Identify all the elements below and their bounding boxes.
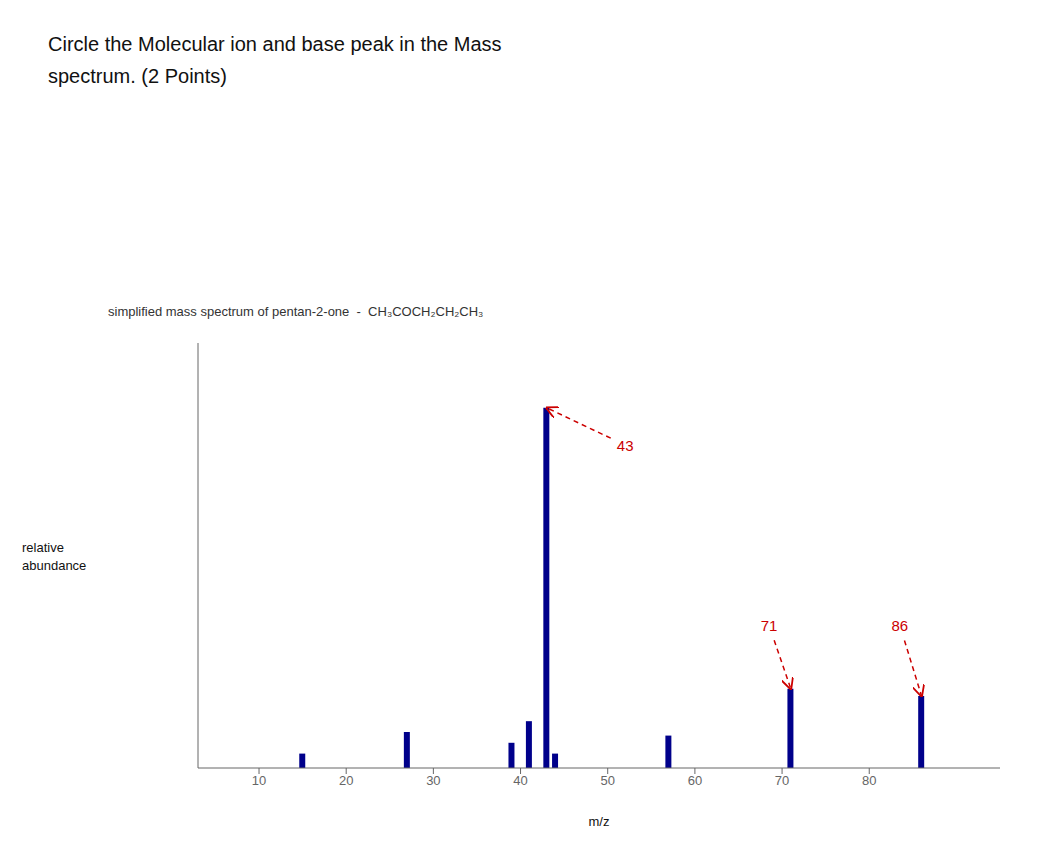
html-text:Circle the Molecular ion and b: Circle the Molecular ion and base peak i… xyxy=(48,33,502,87)
svg-text:60: 60 xyxy=(688,773,702,788)
svg-text:71: 71 xyxy=(761,617,778,634)
svg-text:70: 70 xyxy=(775,773,789,788)
svg-text:50: 50 xyxy=(600,773,614,788)
svg-text:43: 43 xyxy=(617,437,634,454)
html-text:simplified mass spectrum of pe: simplified mass spectrum of pentan-2-one… xyxy=(108,304,484,319)
svg-text:40: 40 xyxy=(513,773,527,788)
svg-text:86: 86 xyxy=(891,617,908,634)
svg-text:30: 30 xyxy=(426,773,440,788)
svg-text:80: 80 xyxy=(862,773,876,788)
svg-text:m/z: m/z xyxy=(589,814,610,829)
svg-text:10: 10 xyxy=(252,773,266,788)
html-text:relative abundance: relative abundance xyxy=(22,539,87,573)
svg-text:20: 20 xyxy=(339,773,353,788)
